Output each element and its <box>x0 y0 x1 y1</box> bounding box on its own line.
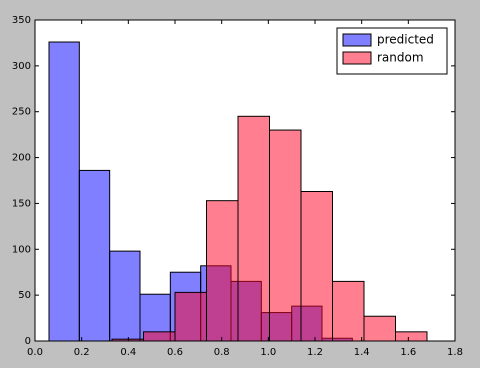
bar <box>363 315 396 342</box>
bar <box>78 169 111 342</box>
bar <box>332 280 365 342</box>
y-tick-label: 200 <box>12 153 31 164</box>
y-tick-label: 300 <box>12 61 31 72</box>
bar <box>269 129 302 342</box>
legend-label: predicted <box>377 33 434 47</box>
x-tick-label: 1.8 <box>447 347 463 358</box>
x-tick-label: 1.2 <box>307 347 323 358</box>
legend-swatch <box>342 33 372 47</box>
y-tick-label: 150 <box>12 198 31 209</box>
y-tick-label: 50 <box>18 290 31 301</box>
bar <box>206 200 239 342</box>
bar <box>143 331 176 342</box>
legend-swatch <box>342 51 372 65</box>
x-tick-label: 0.8 <box>214 347 230 358</box>
x-tick-label: 1.0 <box>260 347 276 358</box>
y-tick-label: 250 <box>12 107 31 118</box>
y-tick-label: 100 <box>12 244 31 255</box>
legend-label: random <box>377 51 424 65</box>
bar <box>237 115 270 342</box>
x-tick-label: 1.4 <box>354 347 370 358</box>
x-tick-label: 0.4 <box>120 347 136 358</box>
y-tick-label: 350 <box>12 15 31 26</box>
x-tick-label: 1.6 <box>400 347 416 358</box>
plot-frame <box>34 19 456 342</box>
x-tick-label: 0.6 <box>167 347 183 358</box>
x-tick-label: 0.0 <box>27 347 43 358</box>
bar <box>48 41 80 342</box>
bar <box>174 291 207 342</box>
y-tick-label: 0 <box>25 336 31 347</box>
bar <box>395 331 428 342</box>
bar <box>300 191 333 342</box>
bar <box>109 250 141 342</box>
x-tick-label: 0.2 <box>74 347 90 358</box>
